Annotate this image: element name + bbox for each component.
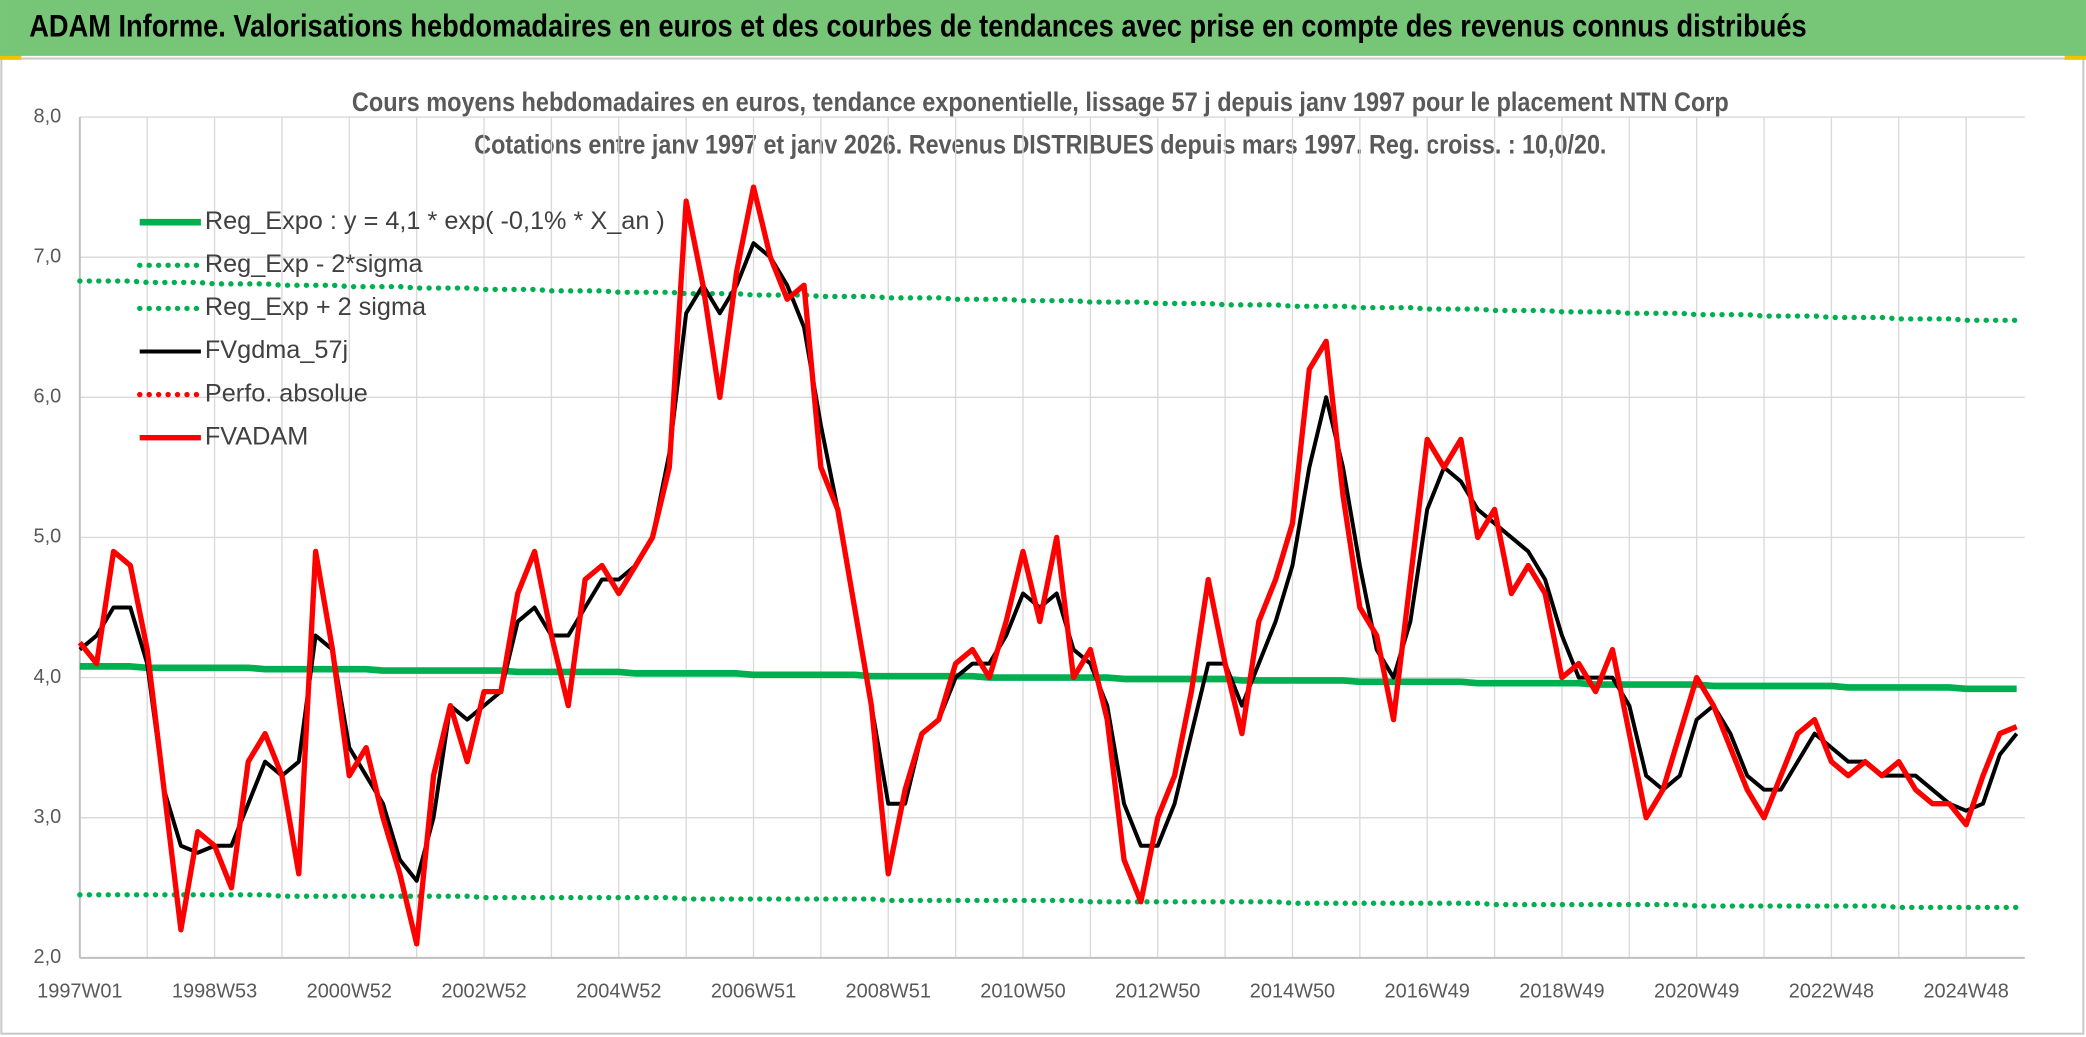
y-tick-label: 8,0	[33, 105, 61, 127]
page-title: ADAM Informe. Valorisations hebdomadaire…	[29, 7, 1806, 43]
chart-subtitle: Cotations entre janv 1997 et janv 2026. …	[474, 129, 1606, 159]
legend-label: Reg_Expo : y = 4,1 * exp( -0,1% * X_an )	[205, 207, 665, 235]
chart-title: Cours moyens hebdomadaires en euros, ten…	[352, 87, 1729, 117]
legend-label: FVgdma_57j	[205, 336, 348, 364]
x-tick-label: 2016W49	[1385, 981, 1470, 1003]
x-tick-label: 2012W50	[1115, 981, 1200, 1003]
y-tick-label: 7,0	[33, 245, 61, 267]
x-tick-label: 2010W50	[980, 981, 1065, 1003]
x-tick-label: 2004W52	[576, 981, 661, 1003]
legend-label: Reg_Exp + 2 sigma	[205, 293, 427, 321]
y-tick-label: 3,0	[33, 806, 61, 828]
y-tick-label: 2,0	[33, 946, 61, 968]
x-tick-label: 1997W01	[37, 981, 122, 1003]
x-tick-label: 2014W50	[1250, 981, 1335, 1003]
series-line	[78, 241, 2019, 883]
x-tick-label: 2000W52	[307, 981, 392, 1003]
x-tick-label: 2020W49	[1654, 981, 1739, 1003]
x-tick-label: 2002W52	[441, 981, 526, 1003]
x-tick-label: 2024W48	[1923, 981, 2008, 1003]
series-line	[77, 278, 2020, 323]
x-tick-label: 2006W51	[711, 981, 796, 1003]
x-tick-label: 2022W48	[1789, 981, 1874, 1003]
x-tick-label: 2018W49	[1519, 981, 1604, 1003]
series-line	[77, 184, 2018, 947]
legend-label: Perfo. absolue	[205, 379, 368, 407]
chart-border	[0, 57, 2085, 1035]
legend-label: Reg_Exp - 2*sigma	[205, 250, 424, 278]
y-tick-label: 6,0	[33, 386, 61, 408]
y-tick-label: 5,0	[33, 526, 61, 548]
y-tick-label: 4,0	[33, 666, 61, 688]
legend-label: FVADAM	[205, 422, 308, 450]
title-bar	[0, 0, 2086, 56]
x-tick-label: 1998W53	[172, 981, 257, 1003]
x-tick-label: 2008W51	[846, 981, 931, 1003]
